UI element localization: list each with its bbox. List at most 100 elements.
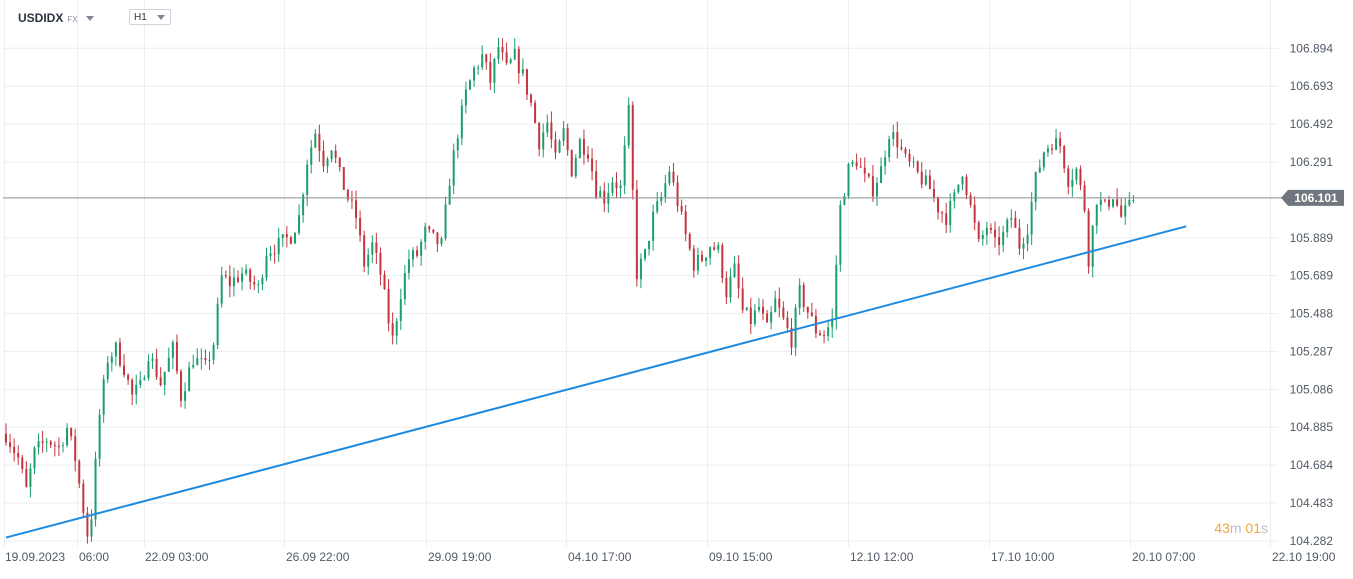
candle-body bbox=[802, 284, 805, 307]
candle-body bbox=[819, 333, 821, 336]
candle-body bbox=[114, 342, 117, 357]
candle-body bbox=[314, 133, 317, 148]
candle-body bbox=[1087, 210, 1090, 267]
candle-body bbox=[631, 105, 634, 190]
candle-body bbox=[1075, 168, 1078, 180]
candle-body bbox=[363, 235, 366, 267]
timeframe-dropdown[interactable]: H1 bbox=[129, 9, 171, 25]
candle-body bbox=[245, 269, 248, 274]
x-tick-label: 22.09 03:00 bbox=[145, 550, 209, 564]
candle-body bbox=[82, 483, 85, 513]
candle-body bbox=[359, 217, 362, 236]
candle-body bbox=[5, 433, 7, 443]
candle-body bbox=[880, 166, 883, 183]
x-tick-label: 17.10 10:00 bbox=[991, 550, 1055, 564]
candle-body bbox=[989, 227, 992, 230]
candle-body bbox=[346, 189, 349, 200]
countdown-seconds: 01 bbox=[1245, 520, 1261, 536]
candle-body bbox=[257, 284, 260, 286]
candle-body bbox=[924, 175, 927, 185]
candle-body bbox=[1107, 200, 1110, 207]
candle-body bbox=[1059, 138, 1062, 147]
candle-body bbox=[566, 128, 569, 151]
countdown-minutes: 43 bbox=[1214, 520, 1230, 536]
candle-body bbox=[831, 318, 834, 328]
candle-body bbox=[1063, 146, 1066, 169]
candles-layer bbox=[5, 37, 1135, 544]
candle-body bbox=[289, 237, 292, 244]
candle-body bbox=[1067, 168, 1070, 187]
candle-body bbox=[1079, 168, 1082, 186]
x-tick-label: 19.09.2023 bbox=[5, 550, 65, 564]
candle-body bbox=[623, 145, 626, 186]
candle-body bbox=[574, 158, 577, 177]
candle-body bbox=[595, 171, 598, 197]
candle-body bbox=[827, 327, 830, 337]
candle-body bbox=[546, 122, 549, 133]
y-tick-label: 105.488 bbox=[1290, 306, 1334, 320]
candle-body bbox=[900, 147, 903, 149]
candle-body bbox=[981, 234, 984, 240]
candle-body bbox=[863, 167, 866, 174]
candle-body bbox=[782, 307, 785, 318]
candle-body bbox=[941, 212, 944, 214]
candle-body bbox=[412, 250, 414, 260]
candle-body bbox=[420, 241, 423, 256]
candle-body bbox=[9, 442, 12, 447]
candle-body bbox=[432, 229, 435, 233]
candle-body bbox=[285, 234, 288, 238]
candle-body bbox=[619, 185, 622, 189]
symbol-type-label: FX bbox=[67, 14, 78, 24]
candle-body bbox=[737, 263, 740, 289]
current-price-label: 106.101 bbox=[1294, 191, 1338, 205]
candle-body bbox=[224, 275, 227, 277]
candle-body bbox=[163, 371, 166, 386]
candle-body bbox=[1091, 225, 1094, 267]
candle-body bbox=[961, 176, 964, 185]
axis-layer: 106.894 106.693 106.492 106.291 105.889 105.6… bbox=[5, 41, 1336, 564]
candle-body bbox=[1099, 199, 1102, 206]
chevron-down-icon[interactable] bbox=[85, 15, 94, 21]
candle-body bbox=[86, 512, 89, 537]
candle-body bbox=[835, 264, 838, 319]
candle-body bbox=[1042, 152, 1045, 168]
candle-body bbox=[460, 105, 463, 139]
candle-body bbox=[428, 226, 431, 230]
candle-body bbox=[542, 132, 545, 150]
candle-body bbox=[591, 158, 594, 172]
candle-body bbox=[558, 141, 561, 153]
candle-body bbox=[139, 379, 142, 385]
candle-body bbox=[1050, 148, 1053, 150]
candle-body bbox=[90, 519, 93, 537]
candle-body bbox=[774, 298, 777, 312]
candle-body bbox=[676, 182, 679, 206]
candle-body bbox=[652, 211, 655, 241]
candle-body bbox=[1116, 199, 1119, 206]
candle-body bbox=[399, 299, 402, 321]
candle-body bbox=[587, 154, 590, 159]
candle-body bbox=[78, 460, 81, 484]
candle-body bbox=[534, 102, 537, 123]
candle-body bbox=[680, 205, 683, 212]
candle-body bbox=[424, 226, 427, 242]
candle-body bbox=[733, 263, 736, 277]
candle-body bbox=[212, 345, 215, 360]
current-price-tag bbox=[1281, 189, 1344, 206]
candle-body bbox=[603, 190, 606, 204]
candle-body bbox=[843, 196, 846, 205]
x-tick-label: 26.09 22:00 bbox=[286, 550, 350, 564]
candle-body bbox=[118, 342, 121, 366]
candle-body bbox=[440, 238, 443, 245]
symbol-selector[interactable]: USDIDX FX bbox=[18, 9, 94, 27]
candle-body bbox=[143, 378, 146, 380]
candle-body bbox=[770, 311, 773, 323]
candle-body bbox=[391, 323, 394, 336]
candle-body bbox=[1112, 199, 1115, 207]
candle-body bbox=[554, 139, 557, 153]
candle-body bbox=[29, 468, 32, 487]
trend-line[interactable] bbox=[5, 225, 1187, 539]
candle-body bbox=[627, 105, 630, 146]
candle-body bbox=[578, 139, 581, 159]
